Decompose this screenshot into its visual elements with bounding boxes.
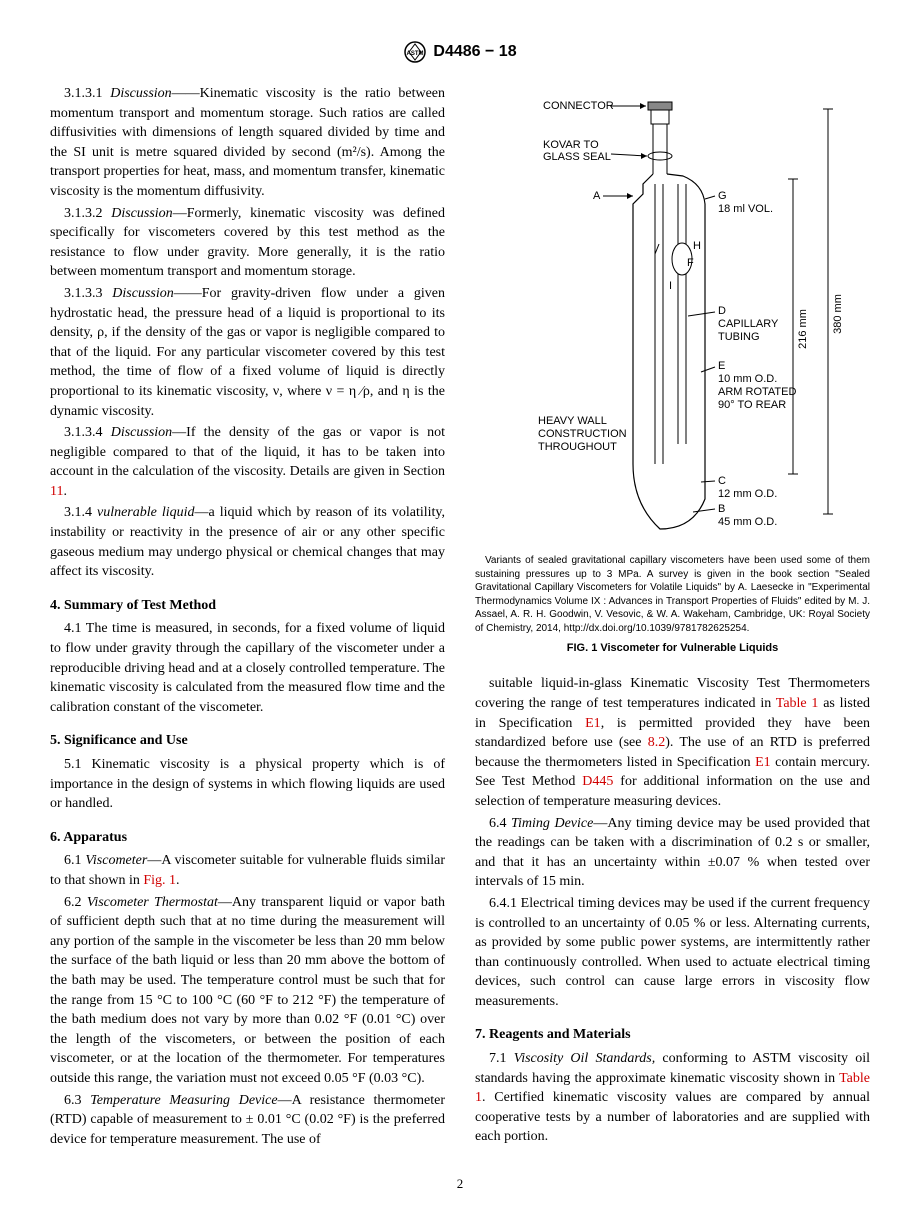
- ref-table-1a[interactable]: Table 1: [776, 696, 819, 711]
- label-heavy3: THROUGHOUT: [538, 441, 617, 453]
- section-4-heading: 4. Summary of Test Method: [50, 596, 445, 616]
- dim-216: 216 mm: [797, 309, 809, 349]
- label-capillary: CAPILLARY: [718, 318, 779, 330]
- ref-e1a[interactable]: E1: [585, 716, 601, 731]
- ref-section-11[interactable]: 11: [50, 484, 63, 499]
- figure-caption: FIG. 1 Viscometer for Vulnerable Liquids: [475, 641, 870, 656]
- para-text-post: .: [63, 484, 67, 499]
- t: . Certified kinematic viscosity values a…: [475, 1090, 870, 1144]
- label-arm2: 90° TO REAR: [718, 399, 786, 411]
- label-heavy1: HEAVY WALL: [538, 415, 607, 427]
- para-text: 6.4.1 Electrical timing devices may be u…: [475, 896, 870, 1009]
- label-c-od: 12 mm O.D.: [718, 488, 777, 500]
- figure-note: Variants of sealed gravitational capilla…: [475, 554, 870, 635]
- para-3132: 3.1.3.2 Discussion—Formerly, kinematic v…: [50, 204, 445, 282]
- para-63: 6.3 Temperature Measuring Device—A resis…: [50, 1091, 445, 1150]
- ref-d445[interactable]: D445: [582, 774, 613, 789]
- viscometer-diagram-icon: 380 mm 216 mm CONNECTOR: [483, 84, 863, 544]
- para-51: 5.1 Kinematic viscosity is a physical pr…: [50, 755, 445, 814]
- section-5-heading: 5. Significance and Use: [50, 731, 445, 751]
- dim-380: 380 mm: [832, 294, 844, 334]
- label-connector: CONNECTOR: [543, 100, 614, 112]
- para-3134: 3.1.3.4 Discussion—If the density of the…: [50, 423, 445, 501]
- page-header: ASTM D4486 − 18: [50, 40, 870, 64]
- para-61: 6.1 Viscometer—A viscometer suitable for…: [50, 851, 445, 890]
- para-314: 3.1.4 vulnerable liquid—a liquid which b…: [50, 503, 445, 581]
- svg-text:ASTM: ASTM: [407, 51, 424, 57]
- label-a: A: [593, 190, 601, 202]
- para-text: 3.1.4 vulnerable liquid—a liquid which b…: [50, 505, 445, 579]
- label-c: C: [718, 475, 726, 487]
- para-text-pre: 3.1.3.4 Discussion—If the density of the…: [50, 425, 445, 479]
- para-text: 6.2 Viscometer Thermostat—Any transparen…: [50, 895, 445, 1086]
- para-text: 3.1.3.2 Discussion—Formerly, kinematic v…: [50, 206, 445, 280]
- ref-8-2[interactable]: 8.2: [648, 735, 666, 750]
- label-f: F: [687, 257, 694, 269]
- para-text: 4.1 The time is measured, in seconds, fo…: [50, 621, 445, 714]
- label-e: E: [718, 360, 725, 372]
- ref-fig-1[interactable]: Fig. 1: [143, 873, 176, 888]
- para-text: 6.3 Temperature Measuring Device—A resis…: [50, 1093, 445, 1147]
- label-e-od: 10 mm O.D.: [718, 373, 777, 385]
- label-g-vol: 18 ml VOL.: [718, 203, 773, 215]
- para-64: 6.4 Timing Device—Any timing device may …: [475, 814, 870, 892]
- document-id: D4486 − 18: [433, 41, 516, 63]
- t: 7.1 Viscosity Oil Standards, conforming …: [475, 1051, 870, 1086]
- label-i: I: [669, 280, 672, 292]
- para-text: 3.1.3.3 Discussion——For gravity-driven f…: [50, 286, 445, 419]
- para-71: 7.1 Viscosity Oil Standards, conforming …: [475, 1049, 870, 1147]
- figure-1: 380 mm 216 mm CONNECTOR: [475, 84, 870, 656]
- label-tubing: TUBING: [718, 331, 760, 343]
- para-641: 6.4.1 Electrical timing devices may be u…: [475, 894, 870, 1012]
- label-d: D: [718, 305, 726, 317]
- two-column-layout: 3.1.3.1 Discussion——Kinematic viscosity …: [50, 84, 870, 1151]
- right-column: 380 mm 216 mm CONNECTOR: [475, 84, 870, 1151]
- para-3133: 3.1.3.3 Discussion——For gravity-driven f…: [50, 284, 445, 421]
- para-62: 6.2 Viscometer Thermostat—Any transparen…: [50, 893, 445, 1089]
- para-text: 5.1 Kinematic viscosity is a physical pr…: [50, 757, 445, 811]
- para-63-cont: suitable liquid-in-glass Kinematic Visco…: [475, 674, 870, 811]
- label-arm1: ARM ROTATED: [718, 386, 796, 398]
- label-kovar: KOVAR TO: [543, 139, 599, 151]
- label-h: H: [693, 240, 701, 252]
- para-text: 6.4 Timing Device—Any timing device may …: [475, 816, 870, 890]
- label-glass-seal: GLASS SEAL: [543, 151, 611, 163]
- left-column: 3.1.3.1 Discussion——Kinematic viscosity …: [50, 84, 445, 1151]
- para-3131: 3.1.3.1 Discussion——Kinematic viscosity …: [50, 84, 445, 202]
- label-heavy2: CONSTRUCTION: [538, 428, 627, 440]
- label-g: G: [718, 190, 727, 202]
- ref-e1b[interactable]: E1: [755, 755, 771, 770]
- section-6-heading: 6. Apparatus: [50, 828, 445, 848]
- para-text-pre: 6.1 Viscometer—A viscometer suitable for…: [50, 853, 445, 888]
- astm-logo-icon: ASTM: [403, 40, 427, 64]
- para-text-post: .: [176, 873, 180, 888]
- section-7-heading: 7. Reagents and Materials: [475, 1025, 870, 1045]
- label-b-od: 45 mm O.D.: [718, 516, 777, 528]
- para-text: 3.1.3.1 Discussion——Kinematic viscosity …: [50, 86, 445, 199]
- page-number: 2: [50, 1175, 870, 1193]
- label-b: B: [718, 503, 725, 515]
- para-41: 4.1 The time is measured, in seconds, fo…: [50, 619, 445, 717]
